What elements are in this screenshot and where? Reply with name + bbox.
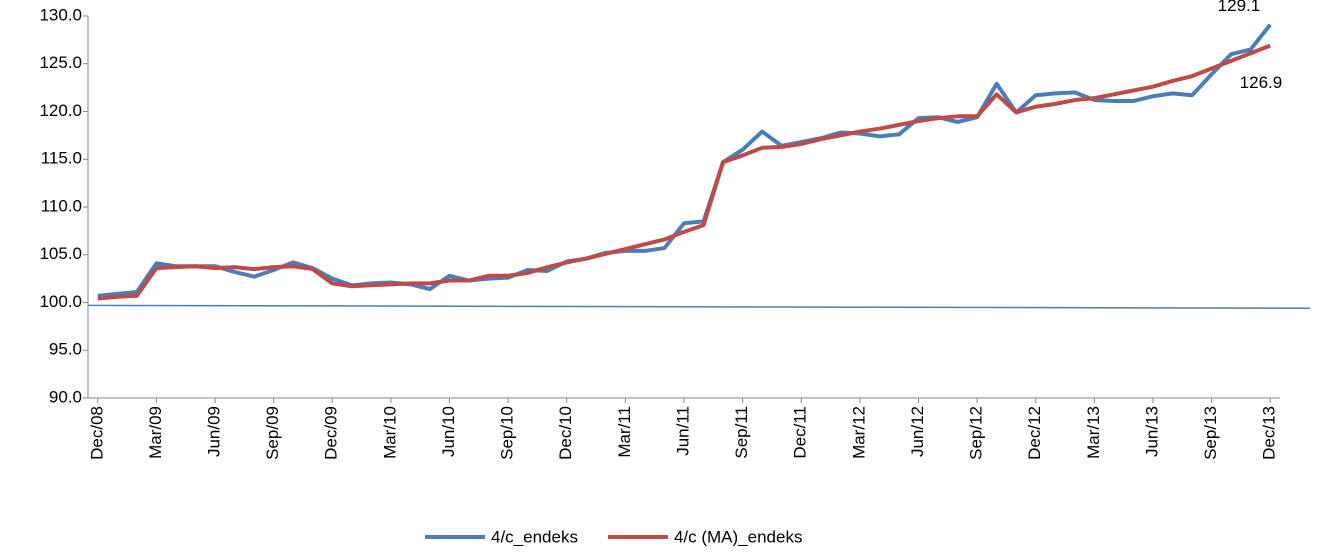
y-tick-label: 95.0 bbox=[49, 340, 82, 359]
x-tick-label: Sep/09 bbox=[263, 406, 282, 460]
x-tick-label: Mar/10 bbox=[380, 406, 399, 459]
x-tick-label: Sep/10 bbox=[498, 406, 517, 460]
y-tick-label: 105.0 bbox=[39, 244, 82, 263]
x-tick-label: Dec/08 bbox=[87, 406, 106, 460]
x-tick-label: Dec/11 bbox=[791, 406, 810, 459]
y-tick-label: 125.0 bbox=[39, 53, 82, 72]
y-tick-label: 110.0 bbox=[41, 196, 82, 215]
x-tick-label: Mar/13 bbox=[1084, 406, 1103, 459]
x-tick-label: Jun/11 bbox=[673, 406, 692, 456]
x-tick-label: Sep/12 bbox=[967, 406, 986, 460]
x-tick-label: Mar/11 bbox=[615, 406, 634, 458]
x-tick-label: Jun/09 bbox=[205, 406, 224, 457]
y-tick-label: 90.0 bbox=[49, 387, 82, 406]
legend-label: 4/c_endeks bbox=[491, 527, 578, 546]
series-line bbox=[97, 23, 1272, 298]
x-tick-label: Jun/12 bbox=[908, 406, 927, 457]
x-tick-label: Dec/09 bbox=[322, 406, 341, 460]
x-tick-label: Sep/11 bbox=[732, 406, 751, 459]
x-tick-label: Jun/10 bbox=[439, 406, 458, 457]
x-tick-label: Sep/13 bbox=[1201, 406, 1220, 460]
data-label: 129.1 bbox=[1218, 0, 1261, 15]
reference-line bbox=[87, 304, 1311, 309]
x-tick-label: Dec/10 bbox=[556, 406, 575, 460]
y-tick-label: 120.0 bbox=[39, 101, 82, 120]
x-tick-label: Dec/13 bbox=[1260, 406, 1279, 460]
x-tick-label: Jun/13 bbox=[1142, 406, 1161, 457]
y-tick-label: 115.0 bbox=[41, 149, 82, 168]
series-line bbox=[97, 43, 1271, 301]
y-tick-label: 100.0 bbox=[39, 292, 82, 311]
legend-label: 4/c (MA)_endeks bbox=[674, 527, 803, 546]
y-tick-label: 130.0 bbox=[39, 5, 82, 24]
x-tick-label: Dec/12 bbox=[1025, 406, 1044, 460]
x-tick-label: Mar/09 bbox=[146, 406, 165, 459]
x-tick-label: Mar/12 bbox=[849, 406, 868, 459]
data-label: 126.9 bbox=[1240, 73, 1283, 92]
